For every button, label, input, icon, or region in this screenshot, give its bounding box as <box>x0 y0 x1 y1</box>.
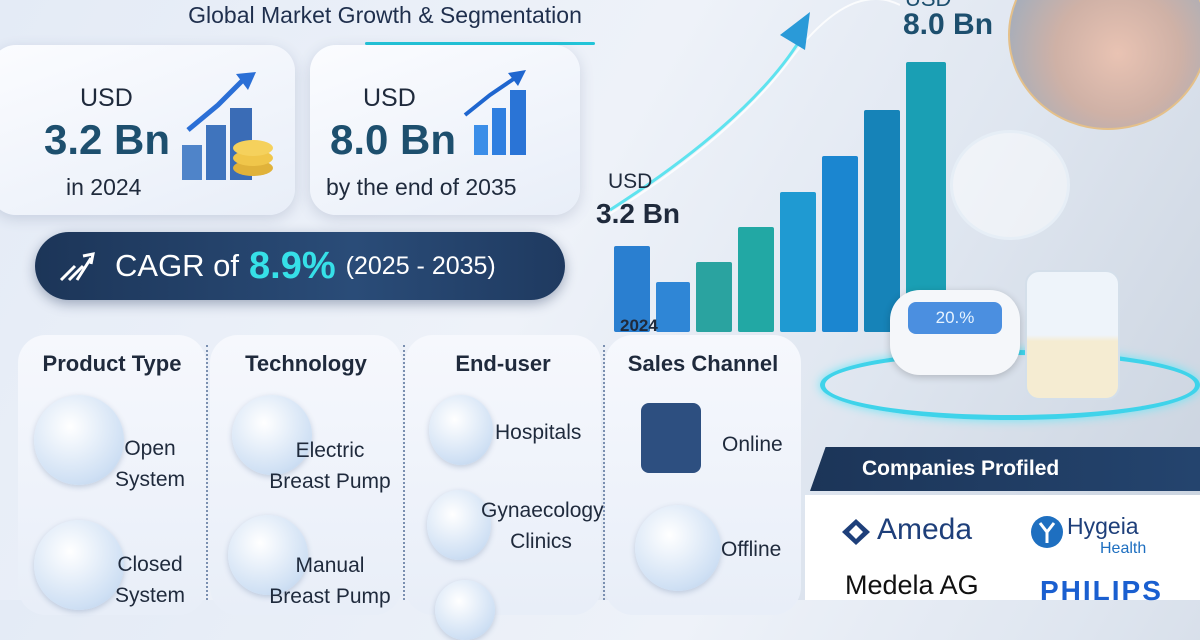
chart-bar <box>614 246 650 332</box>
chart-bar <box>906 62 946 332</box>
growth-coins-icon <box>182 72 273 180</box>
segment-title: Sales Channel <box>627 351 779 376</box>
hygeia-logo-icon <box>1031 516 1063 548</box>
company-hygeia-sub: Health <box>1100 540 1147 557</box>
growth-line-arrow <box>600 0 900 221</box>
market-bar-chart <box>614 50 946 332</box>
electric-pump-icon <box>232 395 312 475</box>
divider <box>206 345 208 600</box>
company-philips: PHILIPS <box>1040 575 1163 606</box>
company-hygeia: Hygeia <box>1067 513 1139 539</box>
segment-title: Product Type <box>42 351 182 376</box>
chart-bar <box>656 282 690 332</box>
hospital-icon <box>429 395 493 465</box>
chart-bar <box>696 262 732 332</box>
chart-start-year: 2024 <box>620 316 658 335</box>
companies-heading: Companies Profiled <box>810 447 1200 491</box>
clinic-doctor-icon <box>427 490 491 560</box>
segment-end-user: End-user Hospitals Gynaecology Clinics <box>405 335 604 640</box>
segment-title: Technology <box>245 351 367 376</box>
chart-bar <box>864 110 900 332</box>
company-ameda: Ameda <box>877 513 973 546</box>
segment-item: Electric Breast Pump <box>269 439 391 493</box>
more-icon <box>435 580 495 640</box>
segment-item: Online <box>722 433 783 456</box>
segment-product-type: Product Type Open System Closed System <box>18 335 206 615</box>
chart-end-currency: USD <box>905 0 951 12</box>
manual-pump-icon <box>228 515 308 595</box>
pump-motor-unit: 20.% <box>890 290 1020 375</box>
year-caption: in 2024 <box>66 174 142 200</box>
cagr-value: 8.9% <box>249 244 336 287</box>
segment-item: Open System <box>114 437 185 491</box>
title-underline <box>365 42 595 45</box>
segment-sales-channel: Sales Channel Online Offline <box>605 335 801 615</box>
currency-label: USD <box>80 84 133 112</box>
currency-label: USD <box>363 84 416 112</box>
growth-bars-icon <box>463 70 526 155</box>
cagr-label: CAGR of <box>115 248 240 283</box>
open-system-icon <box>34 395 124 485</box>
online-cart-icon <box>641 403 701 473</box>
milk-bottle <box>1025 270 1120 400</box>
divider <box>603 345 605 600</box>
company-logos: Ameda Hygeia Health Medela AG PHILIPS <box>805 495 1200 606</box>
store-icon <box>635 505 721 591</box>
divider <box>403 345 405 600</box>
page-title: Global Market Growth & Segmentation <box>188 2 582 28</box>
segment-technology: Technology Electric Breast Pump Manual B… <box>210 335 402 615</box>
segment-item: Hospitals <box>495 421 582 444</box>
chart-bar <box>780 192 816 332</box>
year-caption: by the end of 2035 <box>326 174 517 200</box>
pump-display: 20.% <box>908 302 1002 334</box>
chart-bar <box>822 156 858 332</box>
segment-item: Offline <box>721 538 782 561</box>
market-value-2035: 8.0 Bn <box>330 116 457 163</box>
chart-bar <box>738 227 774 332</box>
chart-start-value: 3.2 Bn <box>596 198 681 229</box>
cagr-period: (2025 - 2035) <box>345 251 496 280</box>
growth-arrow-icon <box>59 252 95 282</box>
chart-start-currency: USD <box>608 170 653 193</box>
segment-item: Closed System <box>114 553 185 607</box>
breast-shield <box>950 130 1070 240</box>
segment-item: Manual Breast Pump <box>269 554 391 608</box>
market-2035-card <box>310 45 580 215</box>
mother-baby-photo <box>1008 0 1200 130</box>
company-medela: Medela AG <box>845 570 979 600</box>
chart-end-value: 8.0 Bn <box>903 8 994 41</box>
closed-system-icon <box>34 520 124 610</box>
segment-item: Gynaecology Clinics <box>481 499 604 553</box>
segment-title: End-user <box>455 351 551 376</box>
cagr-banner: CAGR of 8.9% (2025 - 2035) <box>35 232 565 300</box>
ameda-logo-icon <box>842 519 870 545</box>
market-value-2024: 3.2 Bn <box>44 116 171 163</box>
